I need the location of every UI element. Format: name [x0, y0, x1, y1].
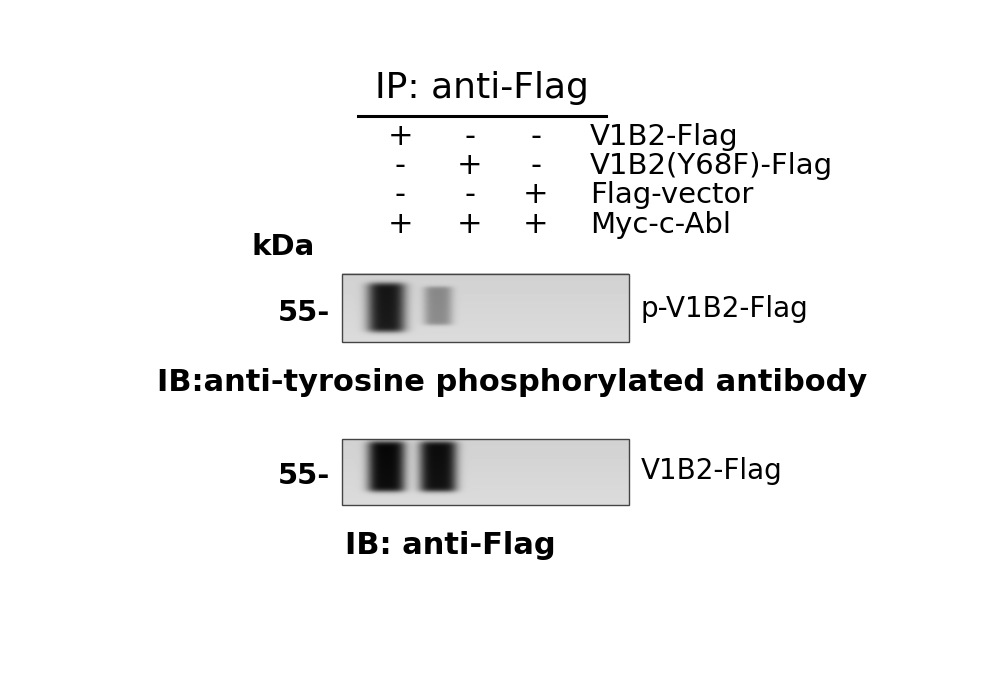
Bar — [342, 273, 629, 342]
Text: +: + — [387, 123, 413, 151]
Text: +: + — [523, 180, 549, 209]
Text: +: + — [387, 210, 413, 239]
Text: V1B2-Flag: V1B2-Flag — [640, 458, 782, 486]
Text: V1B2-Flag: V1B2-Flag — [590, 123, 739, 151]
Text: IB: anti-Flag: IB: anti-Flag — [345, 531, 556, 560]
Text: IB:anti-tyrosine phosphorylated antibody: IB:anti-tyrosine phosphorylated antibody — [157, 368, 868, 397]
Text: +: + — [523, 210, 549, 239]
Text: -: - — [530, 123, 541, 151]
Text: IP: anti-Flag: IP: anti-Flag — [375, 72, 588, 106]
Text: -: - — [395, 180, 406, 209]
Text: -: - — [395, 151, 406, 180]
Text: V1B2(Y68F)-Flag: V1B2(Y68F)-Flag — [590, 152, 833, 180]
Text: 55-: 55- — [278, 462, 330, 490]
Text: +: + — [457, 210, 483, 239]
Text: +: + — [457, 151, 483, 180]
Text: p-V1B2-Flag: p-V1B2-Flag — [640, 295, 808, 323]
Text: Myc-c-Abl: Myc-c-Abl — [590, 211, 731, 239]
Text: Flag-vector: Flag-vector — [590, 181, 753, 209]
Text: -: - — [530, 151, 541, 180]
Text: -: - — [464, 123, 475, 151]
Text: kDa: kDa — [252, 233, 315, 261]
Bar — [342, 439, 629, 505]
Text: -: - — [464, 180, 475, 209]
Text: 55-: 55- — [278, 299, 330, 327]
